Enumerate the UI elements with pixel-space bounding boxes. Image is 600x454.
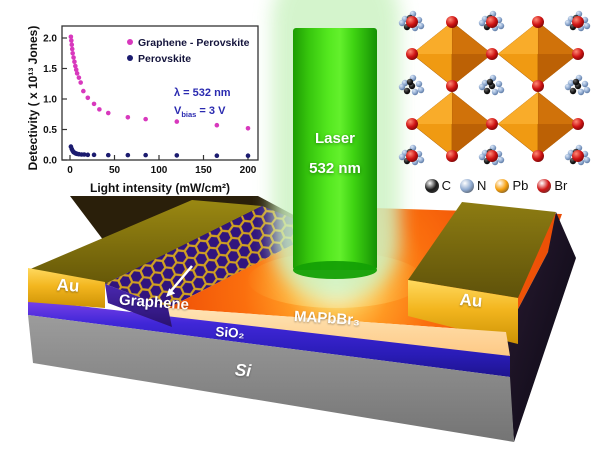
crystal-legend-label: C <box>441 178 452 193</box>
br-spheres <box>406 16 584 162</box>
pb-br-octahedra <box>411 21 579 157</box>
detectivity-chart: 0 50 100 150 200 0.0 0.5 1.0 1.5 2.0 Graphene - P… <box>26 2 290 202</box>
crystal-legend: C N Pb Br <box>398 178 594 193</box>
chart-data-points <box>68 34 251 159</box>
crystal-legend-label: Br <box>554 178 568 193</box>
svg-text:0.0: 0.0 <box>43 156 57 167</box>
laser-label-line1: Laser <box>314 130 356 147</box>
svg-text:100: 100 <box>151 165 168 176</box>
svg-text:Perovskite: Perovskite <box>138 53 191 65</box>
laser-beam-bottom <box>293 261 377 279</box>
crystal-legend-item-br: Br <box>537 178 567 193</box>
svg-text:150: 150 <box>195 165 212 176</box>
c-sphere-icon <box>424 178 439 193</box>
svg-text:Vbias = 3 V: Vbias = 3 V <box>174 105 226 119</box>
crystal-structure-inset: C N Pb Br <box>398 8 594 200</box>
crystal-structure <box>398 10 591 166</box>
au-right-electrode-front <box>408 280 518 344</box>
molecule-clusters <box>398 10 591 166</box>
svg-text:1.5: 1.5 <box>43 64 57 75</box>
crystal-legend-label: N <box>477 178 487 193</box>
chart-ticks: 0 50 100 150 200 0.0 0.5 1.0 1.5 2.0 <box>43 34 257 177</box>
crystal-legend-item-pb: Pb <box>495 178 528 193</box>
svg-text:Graphene - Perovskite: Graphene - Perovskite <box>138 37 250 49</box>
au-left-electrode-front <box>28 268 105 308</box>
n-sphere-icon <box>460 178 475 193</box>
chart-plot-area <box>61 25 259 161</box>
laser-label: Laser 532 nm <box>291 124 379 184</box>
crystal-legend-label: Pb <box>512 178 529 193</box>
graphene-arrow <box>166 265 193 297</box>
graphene-honeycomb-pattern <box>105 206 322 308</box>
laser-label-line2: 532 nm <box>309 160 361 177</box>
br-sphere-icon <box>537 178 552 193</box>
svg-text:λ = 532 nm: λ = 532 nm <box>174 87 231 99</box>
au-left-electrode-top <box>28 200 262 284</box>
laser-beam <box>293 28 377 270</box>
svg-text:1.0: 1.0 <box>43 95 57 106</box>
au-right-electrode-top <box>408 202 556 298</box>
svg-text:200: 200 <box>240 165 257 176</box>
crystal-legend-item-n: N <box>460 178 486 193</box>
series-graphene---perovskite <box>68 34 251 131</box>
series-perovskite <box>68 144 251 159</box>
svg-text:2.0: 2.0 <box>43 34 57 45</box>
graphene-front-face <box>105 284 172 327</box>
chart-legend: Graphene - Perovskite Perovskite <box>127 37 250 65</box>
chart-annotation: λ = 532 nm Vbias = 3 V <box>174 87 231 119</box>
perovskite-front-face <box>168 308 510 356</box>
svg-text:0.5: 0.5 <box>43 125 57 136</box>
svg-text:0: 0 <box>67 165 73 176</box>
device-right-face <box>506 212 576 442</box>
chart-xlabel: Light intensity (mW/cm²) <box>90 181 230 195</box>
chart-ylabel: Detectivity ( x 10¹³ Jones) <box>26 26 40 171</box>
crystal-legend-item-c: C <box>424 178 452 193</box>
si-front-face <box>28 315 514 442</box>
pb-sphere-icon <box>495 178 510 193</box>
svg-text:50: 50 <box>109 165 121 176</box>
sio2-front-face <box>28 300 510 377</box>
